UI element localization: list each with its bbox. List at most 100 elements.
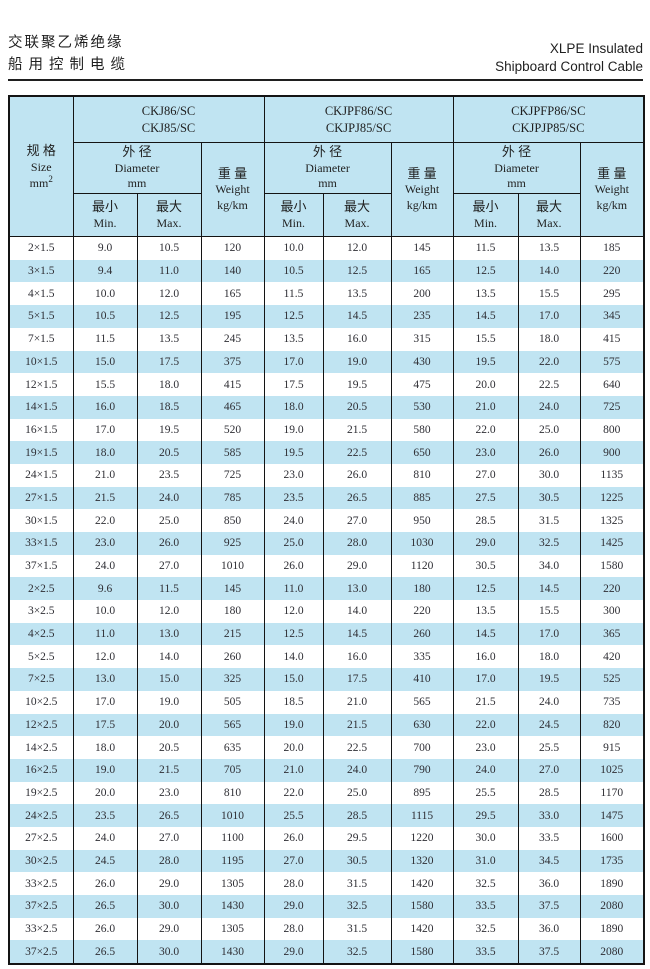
size-cell: 37×2.5 <box>8 895 74 918</box>
value-cell: 29.0 <box>322 554 392 578</box>
size-cell: 2×1.5 <box>8 236 74 260</box>
value-cell: 925 <box>200 532 265 555</box>
value-cell: 25.5 <box>517 736 581 759</box>
table-row: 7×2.5 13.0 15.0 325 15.0 17.5 410 17.0 19.5 525 <box>8 668 645 691</box>
value-cell: 9.4 <box>72 259 138 283</box>
group1-model-header: CKJ86/SC CKJ85/SC <box>72 95 265 143</box>
value-cell: 165 <box>390 259 454 283</box>
value-cell: 26.0 <box>263 554 324 578</box>
value-cell: 810 <box>200 781 265 805</box>
value-cell: 32.5 <box>517 532 581 555</box>
value-cell: 29.0 <box>136 872 202 896</box>
value-cell: 14.0 <box>136 645 202 669</box>
value-cell: 18.5 <box>136 395 202 419</box>
value-cell: 915 <box>579 736 645 759</box>
value-cell: 15.5 <box>72 373 138 396</box>
value-cell: 24.0 <box>136 486 202 510</box>
value-cell: 735 <box>579 690 645 714</box>
value-cell: 725 <box>200 463 265 487</box>
table-row: 33×2.5 26.0 29.0 1305 28.0 31.5 1420 32.5 36.0 18… <box>8 872 645 896</box>
size-cell: 24×2.5 <box>8 804 74 827</box>
value-cell: 26.5 <box>322 486 392 510</box>
value-cell: 33.5 <box>517 826 581 850</box>
value-cell: 10.0 <box>263 236 324 260</box>
table-row: 37×1.5 24.0 27.0 1010 26.0 29.0 1120 30.5 34.0 15… <box>8 554 645 578</box>
value-cell: 410 <box>390 668 454 691</box>
title-english: XLPE Insulated Shipboard Control Cable <box>495 40 643 76</box>
value-cell: 580 <box>390 418 454 442</box>
size-cell: 4×2.5 <box>8 622 74 646</box>
value-cell: 29.0 <box>263 895 324 918</box>
size-cell: 14×1.5 <box>8 395 74 419</box>
value-cell: 12.5 <box>263 622 324 646</box>
size-cell: 24×1.5 <box>8 463 74 487</box>
value-cell: 260 <box>200 645 265 669</box>
value-cell: 12.5 <box>452 259 519 283</box>
value-cell: 27.0 <box>322 509 392 533</box>
value-cell: 30.5 <box>322 849 392 873</box>
group1-min-header: 最小 Min. <box>72 193 138 238</box>
value-cell: 18.5 <box>263 690 324 714</box>
table-row: 27×2.5 24.0 27.0 1100 26.0 29.5 1220 30.0 33.5 16… <box>8 826 645 850</box>
table-row: 10×1.5 15.0 17.5 375 17.0 19.0 430 19.5 22.0 575 <box>8 350 645 374</box>
value-cell: 27.0 <box>136 826 202 850</box>
value-cell: 180 <box>200 600 265 623</box>
value-cell: 27.0 <box>452 463 519 487</box>
value-cell: 20.0 <box>72 781 138 805</box>
table-row: 37×2.5 26.5 30.0 1430 29.0 32.5 1580 33.5 37.5 20… <box>8 895 645 918</box>
value-cell: 23.5 <box>72 804 138 827</box>
value-cell: 13.5 <box>322 282 392 306</box>
group1-max-header: 最大 Max. <box>136 193 202 238</box>
value-cell: 1325 <box>579 509 645 533</box>
value-cell: 19.0 <box>263 418 324 442</box>
value-cell: 11.5 <box>136 577 202 601</box>
value-cell: 1030 <box>390 532 454 555</box>
table-row: 30×1.5 22.0 25.0 850 24.0 27.0 950 28.5 31.5 1325 <box>8 509 645 533</box>
value-cell: 1430 <box>200 895 265 918</box>
size-cell: 33×2.5 <box>8 872 74 896</box>
group3-min-header: 最小 Min. <box>452 193 519 238</box>
value-cell: 145 <box>390 236 454 260</box>
value-cell: 30.5 <box>517 486 581 510</box>
value-cell: 165 <box>200 282 265 306</box>
value-cell: 1600 <box>579 826 645 850</box>
value-cell: 32.5 <box>322 895 392 918</box>
table-row: 16×1.5 17.0 19.5 520 19.0 21.5 580 22.0 25.0 800 <box>8 418 645 442</box>
value-cell: 25.0 <box>322 781 392 805</box>
value-cell: 325 <box>200 668 265 691</box>
value-cell: 1305 <box>200 917 265 941</box>
value-cell: 215 <box>200 622 265 646</box>
value-cell: 21.0 <box>263 758 324 782</box>
value-cell: 24.0 <box>517 690 581 714</box>
value-cell: 630 <box>390 713 454 737</box>
value-cell: 375 <box>200 350 265 374</box>
value-cell: 23.0 <box>136 781 202 805</box>
value-cell: 14.0 <box>517 259 581 283</box>
value-cell: 19.5 <box>136 418 202 442</box>
title-zh-line1: 交联聚乙烯绝缘 <box>8 35 124 51</box>
value-cell: 10.0 <box>72 600 138 623</box>
value-cell: 30.0 <box>517 463 581 487</box>
value-cell: 31.0 <box>452 849 519 873</box>
value-cell: 28.0 <box>136 849 202 873</box>
value-cell: 335 <box>390 645 454 669</box>
value-cell: 18.0 <box>72 736 138 759</box>
value-cell: 1425 <box>579 532 645 555</box>
size-column-header: 规 格 Size mm2 <box>8 95 74 238</box>
table-row: 19×1.5 18.0 20.5 585 19.5 22.5 650 23.0 26.0 900 <box>8 441 645 464</box>
value-cell: 21.0 <box>72 463 138 487</box>
value-cell: 15.0 <box>263 668 324 691</box>
value-cell: 885 <box>390 486 454 510</box>
table-row: 19×2.5 20.0 23.0 810 22.0 25.0 895 25.5 28.5 1170 <box>8 781 645 805</box>
value-cell: 18.0 <box>517 327 581 351</box>
value-cell: 26.0 <box>322 463 392 487</box>
value-cell: 32.5 <box>322 940 392 965</box>
value-cell: 30.5 <box>452 554 519 578</box>
value-cell: 16.0 <box>72 395 138 419</box>
value-cell: 15.5 <box>452 327 519 351</box>
value-cell: 1225 <box>579 486 645 510</box>
value-cell: 12.0 <box>322 236 392 260</box>
value-cell: 21.5 <box>322 713 392 737</box>
value-cell: 16.0 <box>322 327 392 351</box>
size-cell: 12×1.5 <box>8 373 74 396</box>
